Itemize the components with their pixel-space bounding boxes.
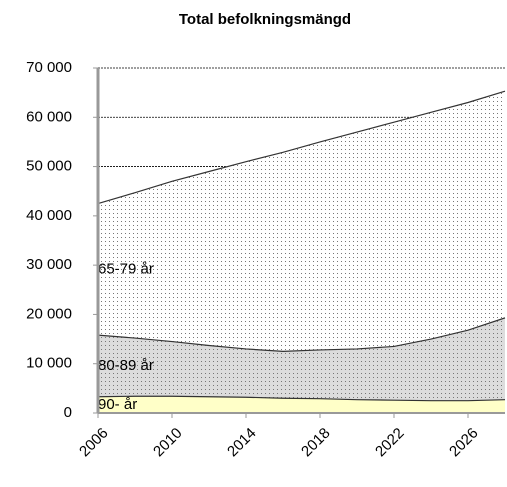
series-label: 65-79 år <box>98 260 154 277</box>
chart-title: Total befolkningsmängd <box>179 11 351 28</box>
y-tick-label: 50 000 <box>26 158 72 175</box>
area-texture <box>98 317 505 401</box>
y-tick-label: 0 <box>64 404 72 421</box>
y-tick-label: 30 000 <box>26 256 72 273</box>
x-tick-label: 2018 <box>298 425 334 461</box>
x-tick-label: 2014 <box>224 425 260 461</box>
area-edge <box>97 395 506 402</box>
y-tick-label: 20 000 <box>26 305 72 322</box>
y-tick-label: 10 000 <box>26 355 72 372</box>
x-tick-label: 2026 <box>446 425 482 461</box>
x-tick-label: 2010 <box>150 425 186 461</box>
y-tick-label: 60 000 <box>26 108 72 125</box>
x-tick-label: 2022 <box>372 425 408 461</box>
area-edge <box>97 317 506 352</box>
area-edge <box>97 90 506 205</box>
area-texture <box>98 91 505 352</box>
x-tick-label: 2006 <box>76 425 112 461</box>
series-label: 90- år <box>98 396 137 413</box>
series-label: 80-89 år <box>98 357 154 374</box>
y-tick-label: 40 000 <box>26 207 72 224</box>
y-tick-label: 70 000 <box>26 59 72 76</box>
